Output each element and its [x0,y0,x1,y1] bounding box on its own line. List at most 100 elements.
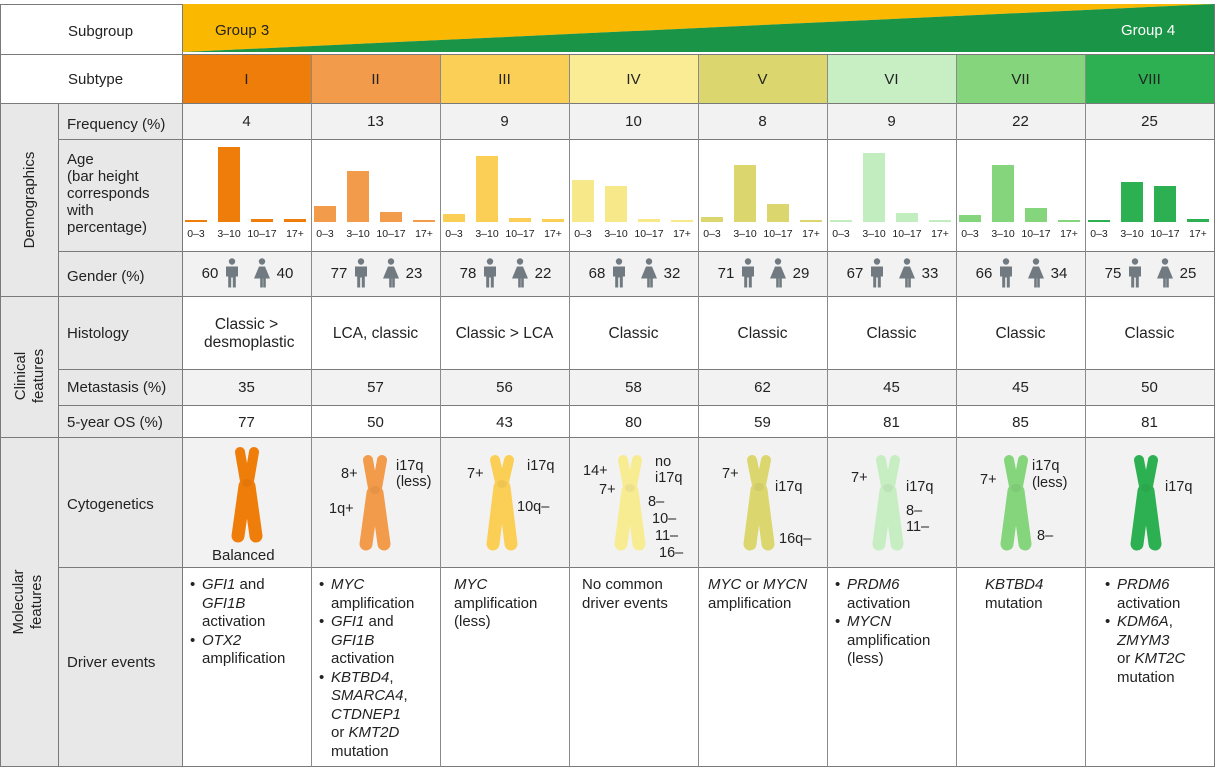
male-icon [353,258,369,293]
chromosome-i [231,447,263,543]
age-bar-iv-3 [638,219,660,222]
gender-male-value-iii: 78 [459,265,477,282]
grid-left [0,4,1,767]
gender-male-value-i: 60 [201,265,219,282]
chromosome-viii [1130,455,1162,551]
driver-events-v: MYC or MYCN amplification [708,576,808,612]
age-tick-label: 10–17 [634,228,664,240]
gender-female-value-vii: 34 [1050,265,1068,282]
chromosome-vi [872,455,904,551]
subtype-cell-ii [311,55,440,103]
subtype-label-i: I [244,71,249,88]
histology-value-i: Classic > desmoplastic [204,316,295,351]
cyto-vii-less: (less) [1032,475,1068,491]
age-bar-vii-2 [992,164,1014,222]
os-value-v: 59 [754,414,771,431]
driver-vi-bullet-2: • MYCN [835,613,892,630]
cyto-i-balanced: Balanced [212,547,275,564]
os-value-vi: 81 [883,414,900,431]
age-tick-label: 17+ [802,228,820,240]
cyto-iv-loss-11: 11– [655,528,679,544]
subtype-cell-v [698,55,827,103]
age-bar-viii-3 [1154,186,1176,222]
female-icon [769,258,787,293]
age-bar-iv-4 [671,220,693,222]
metastasis-value-iv: 58 [625,379,642,396]
histology-row-label: Histology [67,325,129,342]
age-tick-label: 0–3 [961,228,979,240]
age-bar-v-1 [701,216,723,222]
grid-histology-bottom [58,369,1214,370]
age-bar-i-4 [284,218,306,222]
metastasis-value-i: 35 [238,379,255,396]
driver-ii-bullet-1: • MYC [319,576,365,593]
histology-value-viii: Classic [1124,325,1175,342]
driver-events-i: • GFI1 and GFI1B activation • OTX2 amplifi… [190,576,310,669]
age-tick-label: 3–10 [733,228,757,240]
female-icon [1027,258,1045,293]
cyto-v-i17q: i17q [775,479,803,495]
cyto-iv-loss-8: 8– [648,494,665,510]
cyto-vi-i17q: i17q [906,479,934,495]
gender-male-value-vi: 67 [846,265,864,282]
age-tick-label: 0–3 [187,228,205,240]
subtype-cell-iii [440,55,569,103]
age-tick-label: 3–10 [604,228,628,240]
grid-label-divider [182,4,183,767]
subtype-label-vi: VI [884,71,899,88]
clinical-section-label: Clinical features [12,348,47,404]
demographics-band-bg [0,103,182,296]
male-icon [740,258,756,293]
os-value-iii: 43 [496,414,513,431]
age-bar-iv-2 [605,186,627,222]
metastasis-value-v: 62 [754,379,771,396]
driver-i-bullet-1: • GFI1 and [190,576,265,593]
age-bar-ii-3 [380,211,402,222]
frequency-row-label: Frequency (%) [67,116,166,133]
female-icon [382,258,400,293]
age-tick-label: 0–3 [574,228,592,240]
gender-female-value-viii: 25 [1179,265,1197,282]
age-bar-vii-4 [1058,220,1080,222]
driver-events-viii: • PRDM6 activation • KDM6A, ZMYM3 or KMT2C… [1105,576,1213,687]
age-bar-viii-1 [1088,220,1110,222]
grid-age-bottom [58,251,1214,252]
age-bar-viii-2 [1121,181,1143,222]
grid-col-1 [311,55,312,767]
grid-bottom [0,766,1214,767]
grid-cytogenetics-bottom [58,567,1214,568]
frequency-value-v: 8 [758,113,767,130]
age-tick-label: 10–17 [763,228,793,240]
grid-col-2 [440,55,441,767]
age-tick-label: 3–10 [217,228,241,240]
gender-female-value-ii: 23 [405,265,423,282]
age-bar-vi-4 [929,220,951,222]
cyto-vi-gain-7: 7+ [851,470,868,486]
grid-top-left [0,4,182,5]
demographics-section-label: Demographics [21,151,38,249]
cyto-ii-i17q: i17q [396,458,424,474]
gender-row-label: Gender (%) [67,268,145,285]
driver-events-vi: • PRDM6 activation • MYCN amplification (l… [835,576,955,669]
cyto-ii-less: (less) [396,474,432,490]
cyto-viii-i17q: i17q [1165,479,1193,495]
age-ticks-ii: 0–3 3–10 10–17 17+ [311,228,440,240]
age-tick-label: 0–3 [703,228,721,240]
frequency-value-vii: 22 [1012,113,1029,130]
driver-events-ii: • MYC amplification • GFI1 and GFI1B activ… [319,576,441,761]
cyto-vii-i17q: i17q [1032,458,1060,474]
age-tick-label: 17+ [1060,228,1078,240]
group-3-label: Group 3 [215,22,270,39]
age-bar-iii-1 [443,214,465,222]
grid-col-4 [698,55,699,767]
age-tick-label: 10–17 [1150,228,1180,240]
driver-i-bullet-2: • OTX2 [190,631,242,649]
male-icon [998,258,1014,293]
cyto-vii-gain-7: 7+ [980,472,997,488]
cyto-ii-gain-8: 8+ [341,466,358,482]
gender-male-value-ii: 77 [330,265,348,282]
os-value-i: 77 [238,414,255,431]
female-icon [1156,258,1174,293]
cyto-iv-loss-16: 16– [659,545,684,561]
age-bar-ii-4 [413,220,435,222]
